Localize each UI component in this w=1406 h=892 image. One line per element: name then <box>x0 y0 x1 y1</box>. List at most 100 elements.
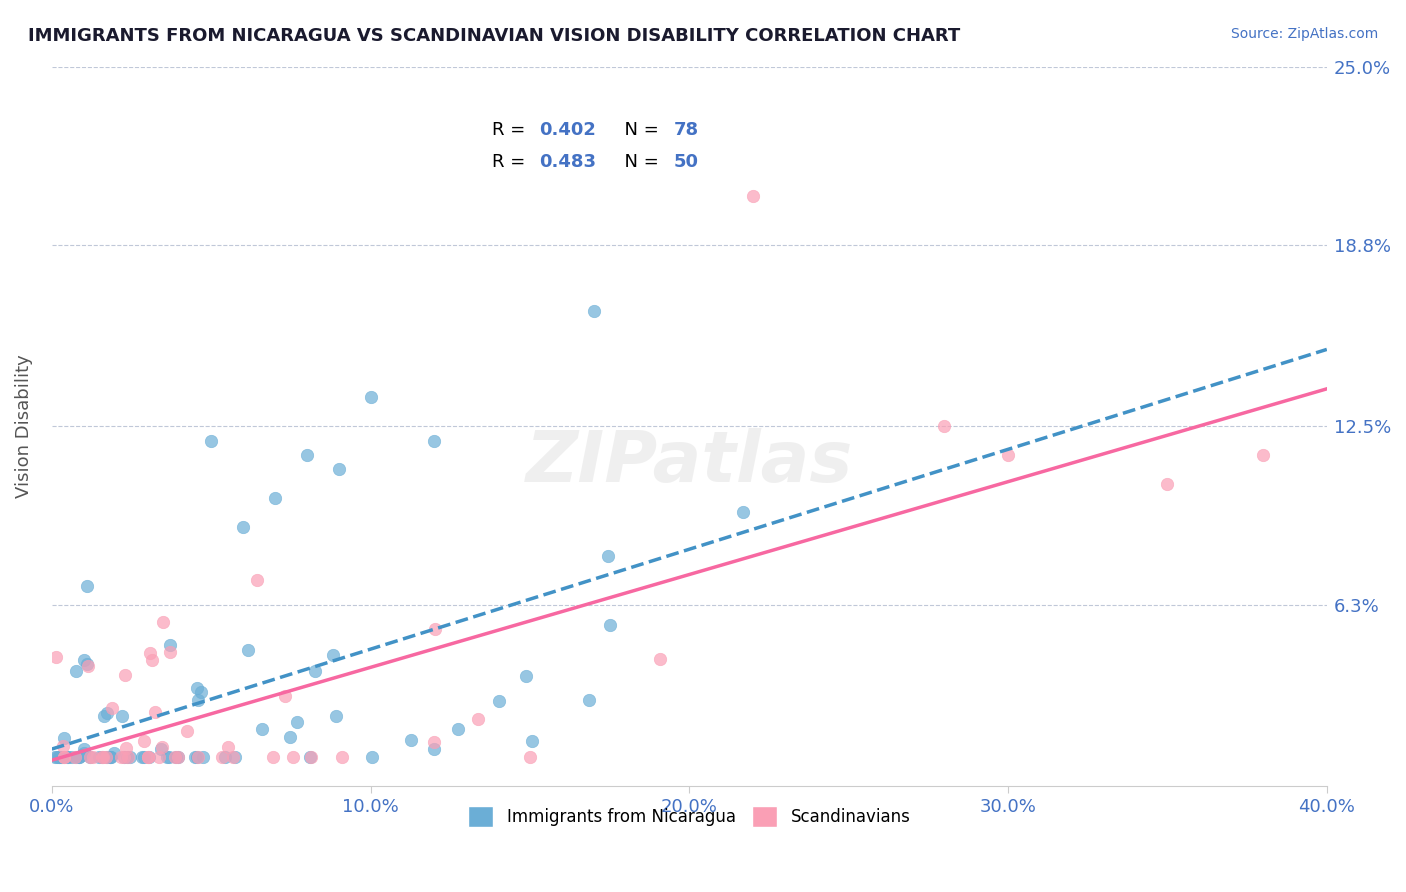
Point <box>285 714 308 729</box>
Point <box>82 750 104 764</box>
Point <box>98 750 121 764</box>
Point <box>45 649 67 664</box>
Point <box>63 750 86 764</box>
Point <box>98 750 121 764</box>
Point <box>115 740 138 755</box>
Point <box>232 520 254 534</box>
Point <box>167 750 190 764</box>
Point <box>582 304 605 318</box>
Point <box>55 750 77 764</box>
Point <box>157 750 180 764</box>
Point <box>322 648 344 662</box>
Point <box>236 643 259 657</box>
Point <box>148 750 170 764</box>
Point <box>520 733 543 747</box>
Point <box>115 750 138 764</box>
Point <box>488 693 510 707</box>
Point <box>134 750 156 764</box>
Point <box>53 750 76 764</box>
Point <box>65 750 87 764</box>
Point <box>246 573 269 587</box>
Text: Source: ZipAtlas.com: Source: ZipAtlas.com <box>1230 27 1378 41</box>
Point <box>111 709 134 723</box>
Point <box>1156 476 1178 491</box>
Point <box>467 712 489 726</box>
Point <box>67 750 90 764</box>
Point <box>176 723 198 738</box>
Point <box>79 750 101 764</box>
Text: 50: 50 <box>673 153 699 171</box>
Point <box>62 750 84 764</box>
Point <box>361 750 384 764</box>
Point <box>598 549 620 563</box>
Point <box>76 657 98 671</box>
Point <box>222 750 245 764</box>
Point <box>53 731 76 745</box>
Point <box>187 750 209 764</box>
Point <box>278 731 301 745</box>
Point <box>997 448 1019 462</box>
Point <box>190 685 212 699</box>
Point <box>423 434 446 448</box>
Point <box>117 750 139 764</box>
Point <box>264 491 287 505</box>
Point <box>48 750 70 764</box>
Point <box>330 750 353 764</box>
Point <box>578 693 600 707</box>
Point <box>149 742 172 756</box>
Point <box>51 750 73 764</box>
Point <box>91 750 114 764</box>
Point <box>328 462 350 476</box>
Point <box>67 750 90 764</box>
Point <box>934 419 956 434</box>
Point <box>325 709 347 723</box>
Text: IMMIGRANTS FROM NICARAGUA VS SCANDINAVIAN VISION DISABILITY CORRELATION CHART: IMMIGRANTS FROM NICARAGUA VS SCANDINAVIA… <box>28 27 960 45</box>
Point <box>93 708 115 723</box>
Point <box>163 750 186 764</box>
Point <box>73 652 96 666</box>
Point <box>519 750 541 764</box>
Point <box>423 622 446 636</box>
Text: N =: N = <box>613 120 664 138</box>
Point <box>44 750 66 764</box>
Point <box>1251 448 1274 462</box>
Point <box>399 732 422 747</box>
Text: R =: R = <box>492 120 530 138</box>
Point <box>165 750 187 764</box>
Point <box>70 748 93 763</box>
Point <box>217 739 239 754</box>
Point <box>91 750 114 764</box>
Point <box>112 750 135 764</box>
Point <box>184 750 207 764</box>
Y-axis label: Vision Disability: Vision Disability <box>15 354 32 498</box>
Point <box>132 733 155 747</box>
Text: 0.483: 0.483 <box>538 153 596 171</box>
Point <box>65 665 87 679</box>
Point <box>211 750 233 764</box>
Point <box>94 750 117 764</box>
Point <box>46 750 69 764</box>
Point <box>73 742 96 756</box>
Point <box>191 750 214 764</box>
Point <box>186 681 208 695</box>
Point <box>96 706 118 720</box>
Point <box>73 746 96 760</box>
Point <box>110 750 132 764</box>
Point <box>89 750 111 764</box>
Point <box>200 434 222 448</box>
Point <box>52 739 75 753</box>
Point <box>186 750 208 764</box>
Point <box>274 689 297 703</box>
Point <box>136 750 159 764</box>
Point <box>56 750 79 764</box>
Point <box>214 750 236 764</box>
Point <box>250 722 273 736</box>
Point <box>648 652 671 666</box>
Point <box>159 638 181 652</box>
Point <box>150 740 173 755</box>
Point <box>515 669 537 683</box>
Point <box>76 579 98 593</box>
Point <box>101 700 124 714</box>
Point <box>360 391 382 405</box>
Point <box>131 750 153 764</box>
